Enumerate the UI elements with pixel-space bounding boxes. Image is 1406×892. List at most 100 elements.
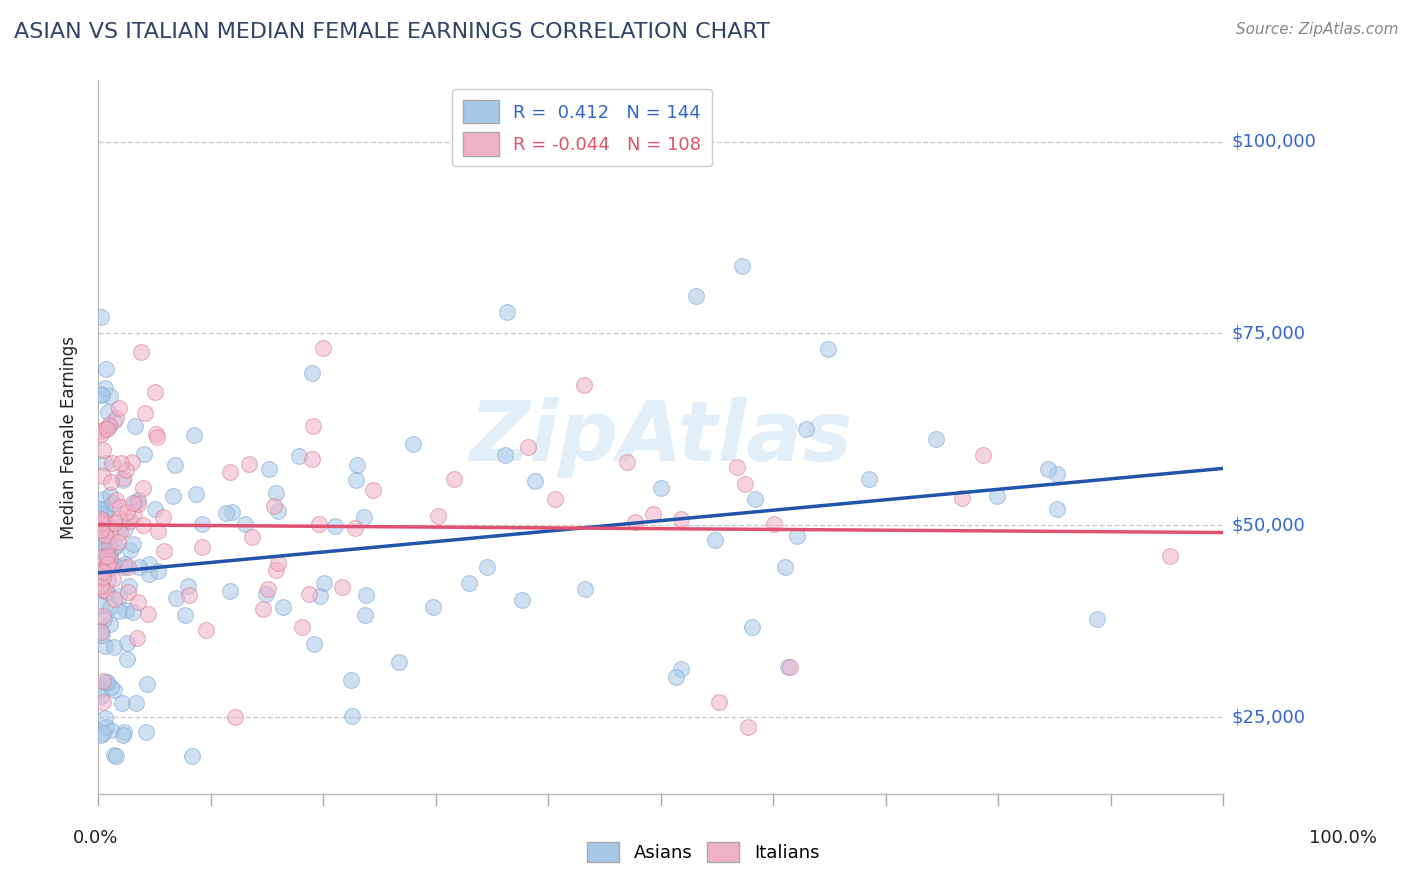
Point [136,607,159,621]
Text: $25,000: $25,000 [1232,708,1306,726]
Text: $75,000: $75,000 [1232,325,1306,343]
Legend: R =  0.412   N = 144, R = -0.044   N = 108: R = 0.412 N = 144, R = -0.044 N = 108 [451,89,713,167]
Point [524,475,547,489]
Point [96,549,118,563]
Point [669,662,692,676]
Point [96,674,118,689]
Point [122,496,145,510]
Point [288,450,311,464]
Point [143,384,166,399]
Point [817,343,839,357]
Point [90,514,112,528]
Point [101,495,124,509]
Point [121,455,143,469]
Point [744,492,766,507]
Point [302,418,325,433]
Point [93,639,115,653]
Point [108,401,131,415]
Point [90,556,112,570]
Point [145,430,167,444]
Point [90,512,112,526]
Point [114,523,136,537]
Point [146,524,169,538]
Point [94,381,117,395]
Point [263,499,285,513]
Point [235,516,257,531]
Point [98,617,121,632]
Point [90,503,112,517]
Point [101,572,124,586]
Point [402,437,425,451]
Point [93,443,115,458]
Point [1085,611,1108,625]
Text: $100,000: $100,000 [1232,133,1316,151]
Point [91,609,114,624]
Point [291,620,314,634]
Point [97,558,120,572]
Point [353,509,375,524]
Point [184,487,207,501]
Point [388,656,411,670]
Point [93,491,115,506]
Point [94,540,117,554]
Point [128,559,150,574]
Point [91,598,114,612]
Point [98,488,121,502]
Point [301,366,323,380]
Point [97,548,120,562]
Point [152,509,174,524]
Point [107,511,129,525]
Point [763,517,786,532]
Point [96,675,118,690]
Point [118,543,141,558]
Point [127,595,149,609]
Point [1036,462,1059,476]
Point [132,447,155,461]
Point [93,725,115,739]
Point [96,422,118,436]
Point [114,463,136,477]
Point [343,521,366,535]
Point [363,483,385,498]
Point [91,582,114,597]
Point [127,497,149,511]
Point [94,456,117,470]
Point [477,559,499,574]
Point [354,608,377,623]
Point [108,500,131,514]
Point [97,538,120,552]
Point [572,377,595,392]
Point [90,516,112,531]
Text: ASIAN VS ITALIAN MEDIAN FEMALE EARNINGS CORRELATION CHART: ASIAN VS ITALIAN MEDIAN FEMALE EARNINGS … [14,22,770,42]
Point [90,424,112,438]
Point [143,502,166,516]
Point [103,747,125,762]
Point [704,533,727,548]
Point [138,558,160,572]
Point [90,516,112,531]
Point [91,469,114,483]
Point [264,563,287,577]
Point [93,570,115,584]
Point [125,631,148,645]
Point [194,623,217,637]
Point [90,728,112,742]
Point [731,260,754,274]
Text: Source: ZipAtlas.com: Source: ZipAtlas.com [1236,22,1399,37]
Point [254,587,277,601]
Point [129,344,152,359]
Text: 100.0%: 100.0% [1309,829,1376,847]
Point [124,419,146,434]
Point [93,528,115,542]
Point [145,427,167,442]
Point [112,728,135,742]
Point [665,670,688,684]
Point [641,507,664,521]
Point [427,508,450,523]
Point [986,489,1008,503]
Point [94,710,117,724]
Point [115,636,138,650]
Point [98,549,121,563]
Point [117,585,139,599]
Point [1159,549,1181,563]
